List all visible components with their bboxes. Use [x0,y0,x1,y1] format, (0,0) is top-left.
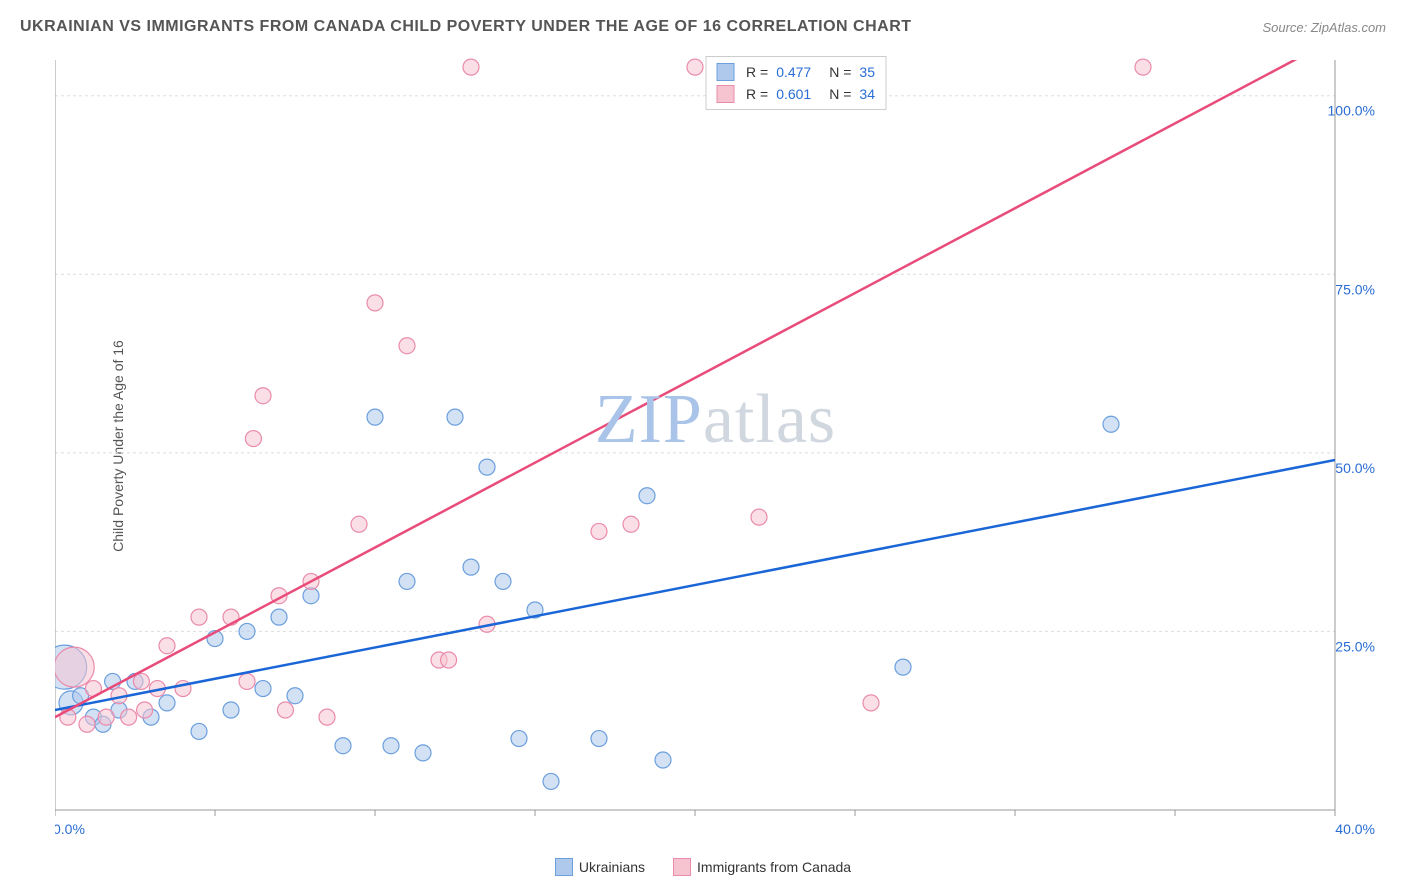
scatter-plot-svg: 25.0%50.0%75.0%100.0%0.0%40.0% [55,50,1376,837]
data-point [1103,416,1119,432]
data-point [239,623,255,639]
bottom-legend: Ukrainians Immigrants from Canada [0,858,1406,876]
data-point [895,659,911,675]
data-point [479,459,495,475]
data-point [319,709,335,725]
correlation-row: R = 0.601 N = 34 [716,83,875,105]
r-label: R = [746,83,768,105]
data-point [511,731,527,747]
legend-swatch [716,63,734,81]
data-point [441,652,457,668]
data-point [335,738,351,754]
data-point [447,409,463,425]
legend-item: Immigrants from Canada [673,858,851,876]
data-point [687,59,703,75]
data-point [367,409,383,425]
legend-label: Ukrainians [579,859,645,875]
data-point [303,588,319,604]
data-point [399,338,415,354]
data-point [255,681,271,697]
data-point [415,745,431,761]
data-point [287,688,303,704]
legend-label: Immigrants from Canada [697,859,851,875]
data-point [751,509,767,525]
header: UKRAINIAN VS IMMIGRANTS FROM CANADA CHIL… [20,18,1386,36]
data-point [655,752,671,768]
data-point [639,488,655,504]
data-point [383,738,399,754]
data-point [191,723,207,739]
data-point [495,573,511,589]
data-point [1135,59,1151,75]
data-point [239,673,255,689]
data-point [463,59,479,75]
data-point [223,702,239,718]
data-point [159,695,175,711]
chart-title: UKRAINIAN VS IMMIGRANTS FROM CANADA CHIL… [20,18,912,36]
legend-swatch [555,858,573,876]
n-label: N = [829,83,851,105]
legend-swatch [716,85,734,103]
data-point [591,523,607,539]
svg-text:0.0%: 0.0% [55,821,85,837]
r-value: 0.601 [776,83,811,105]
r-label: R = [746,61,768,83]
data-point [79,716,95,732]
data-point [591,731,607,747]
data-point [133,673,149,689]
data-point [623,516,639,532]
svg-text:50.0%: 50.0% [1335,460,1375,476]
data-point [245,431,261,447]
n-value: 34 [859,83,875,105]
data-point [159,638,175,654]
data-point [137,702,153,718]
svg-text:40.0%: 40.0% [1335,821,1375,837]
correlation-row: R = 0.477 N = 35 [716,61,875,83]
data-point [255,388,271,404]
data-point [271,609,287,625]
source-attribution: Source: ZipAtlas.com [1262,20,1386,35]
svg-text:75.0%: 75.0% [1335,281,1375,297]
data-point [399,573,415,589]
data-point [463,559,479,575]
correlation-legend: R = 0.477 N = 35 R = 0.601 N = 34 [705,56,886,110]
data-point [191,609,207,625]
data-point [351,516,367,532]
data-point [98,709,114,725]
data-point [367,295,383,311]
data-point [121,709,137,725]
data-point [543,773,559,789]
legend-swatch [673,858,691,876]
data-point [55,647,94,687]
data-point [863,695,879,711]
n-value: 35 [859,61,875,83]
r-value: 0.477 [776,61,811,83]
svg-text:25.0%: 25.0% [1335,638,1375,654]
plot-area: 25.0%50.0%75.0%100.0%0.0%40.0% ZIPatlas … [55,50,1376,837]
regression-line [55,460,1335,710]
chart-container: UKRAINIAN VS IMMIGRANTS FROM CANADA CHIL… [0,0,1406,892]
regression-line [55,50,1335,717]
n-label: N = [829,61,851,83]
data-point [277,702,293,718]
legend-item: Ukrainians [555,858,645,876]
